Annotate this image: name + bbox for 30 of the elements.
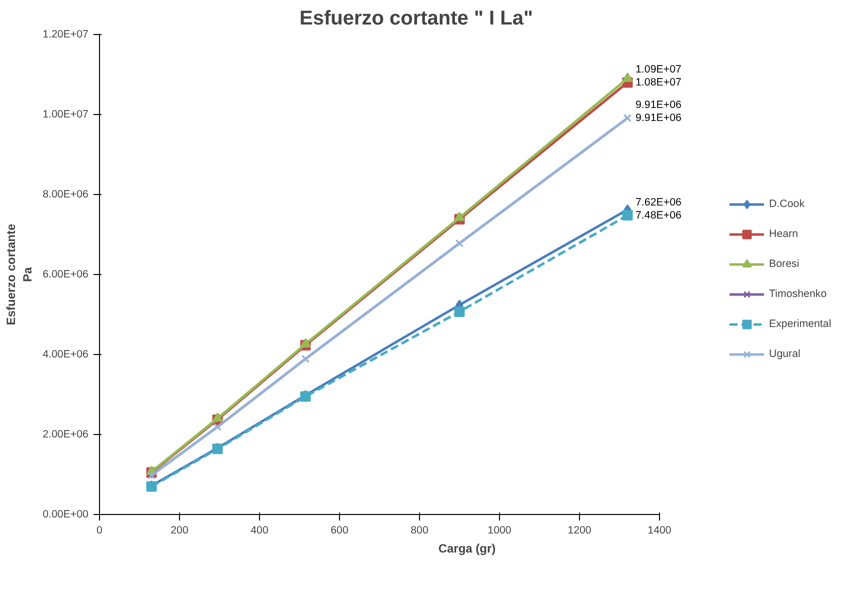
chart-title: Esfuerzo cortante " I La" xyxy=(300,8,533,30)
x-tick-label: 1400 xyxy=(648,524,672,536)
data-label: 1.09E+07 xyxy=(636,64,682,76)
data-label: 1.08E+07 xyxy=(636,76,682,88)
data-label: 7.48E+06 xyxy=(636,209,682,222)
legend-label: Boresi xyxy=(769,258,800,270)
x-tick-label: 600 xyxy=(330,524,348,536)
data-label: 7.62E+06 xyxy=(636,196,682,208)
x-tick-label: 200 xyxy=(170,524,188,536)
x-tick-label: 800 xyxy=(410,524,428,536)
y-tick-label: 2.00E+06 xyxy=(42,428,89,440)
legend-label: Timoshenko xyxy=(769,288,827,300)
legend-label: Hearn xyxy=(769,228,798,240)
x-tick-label: 1000 xyxy=(488,524,512,536)
y-tick-label: 1.20E+07 xyxy=(42,28,89,40)
x-tick-label: 1200 xyxy=(568,524,592,536)
y-tick-label: 6.00E+06 xyxy=(42,268,89,280)
y-tick-label: 0.00E+00 xyxy=(42,508,89,520)
y-tick-label: 8.00E+06 xyxy=(42,188,89,200)
x-tick-label: 0 xyxy=(96,524,103,536)
legend-label: D.Cook xyxy=(769,198,805,210)
y-axis-title: Esfuerzo cortante Pa xyxy=(4,223,35,326)
x-tick-label: 400 xyxy=(250,524,268,536)
data-label: 9.91E+06 xyxy=(636,99,682,112)
x-axis-title: Carga (gr) xyxy=(438,542,496,556)
y-tick-label: 1.00E+07 xyxy=(42,108,89,120)
legend-label: Experimental xyxy=(769,318,832,330)
y-tick-label: 4.00E+06 xyxy=(42,348,89,360)
legend-label: Ugural xyxy=(769,348,800,360)
data-label: 9.91E+06 xyxy=(636,112,682,124)
